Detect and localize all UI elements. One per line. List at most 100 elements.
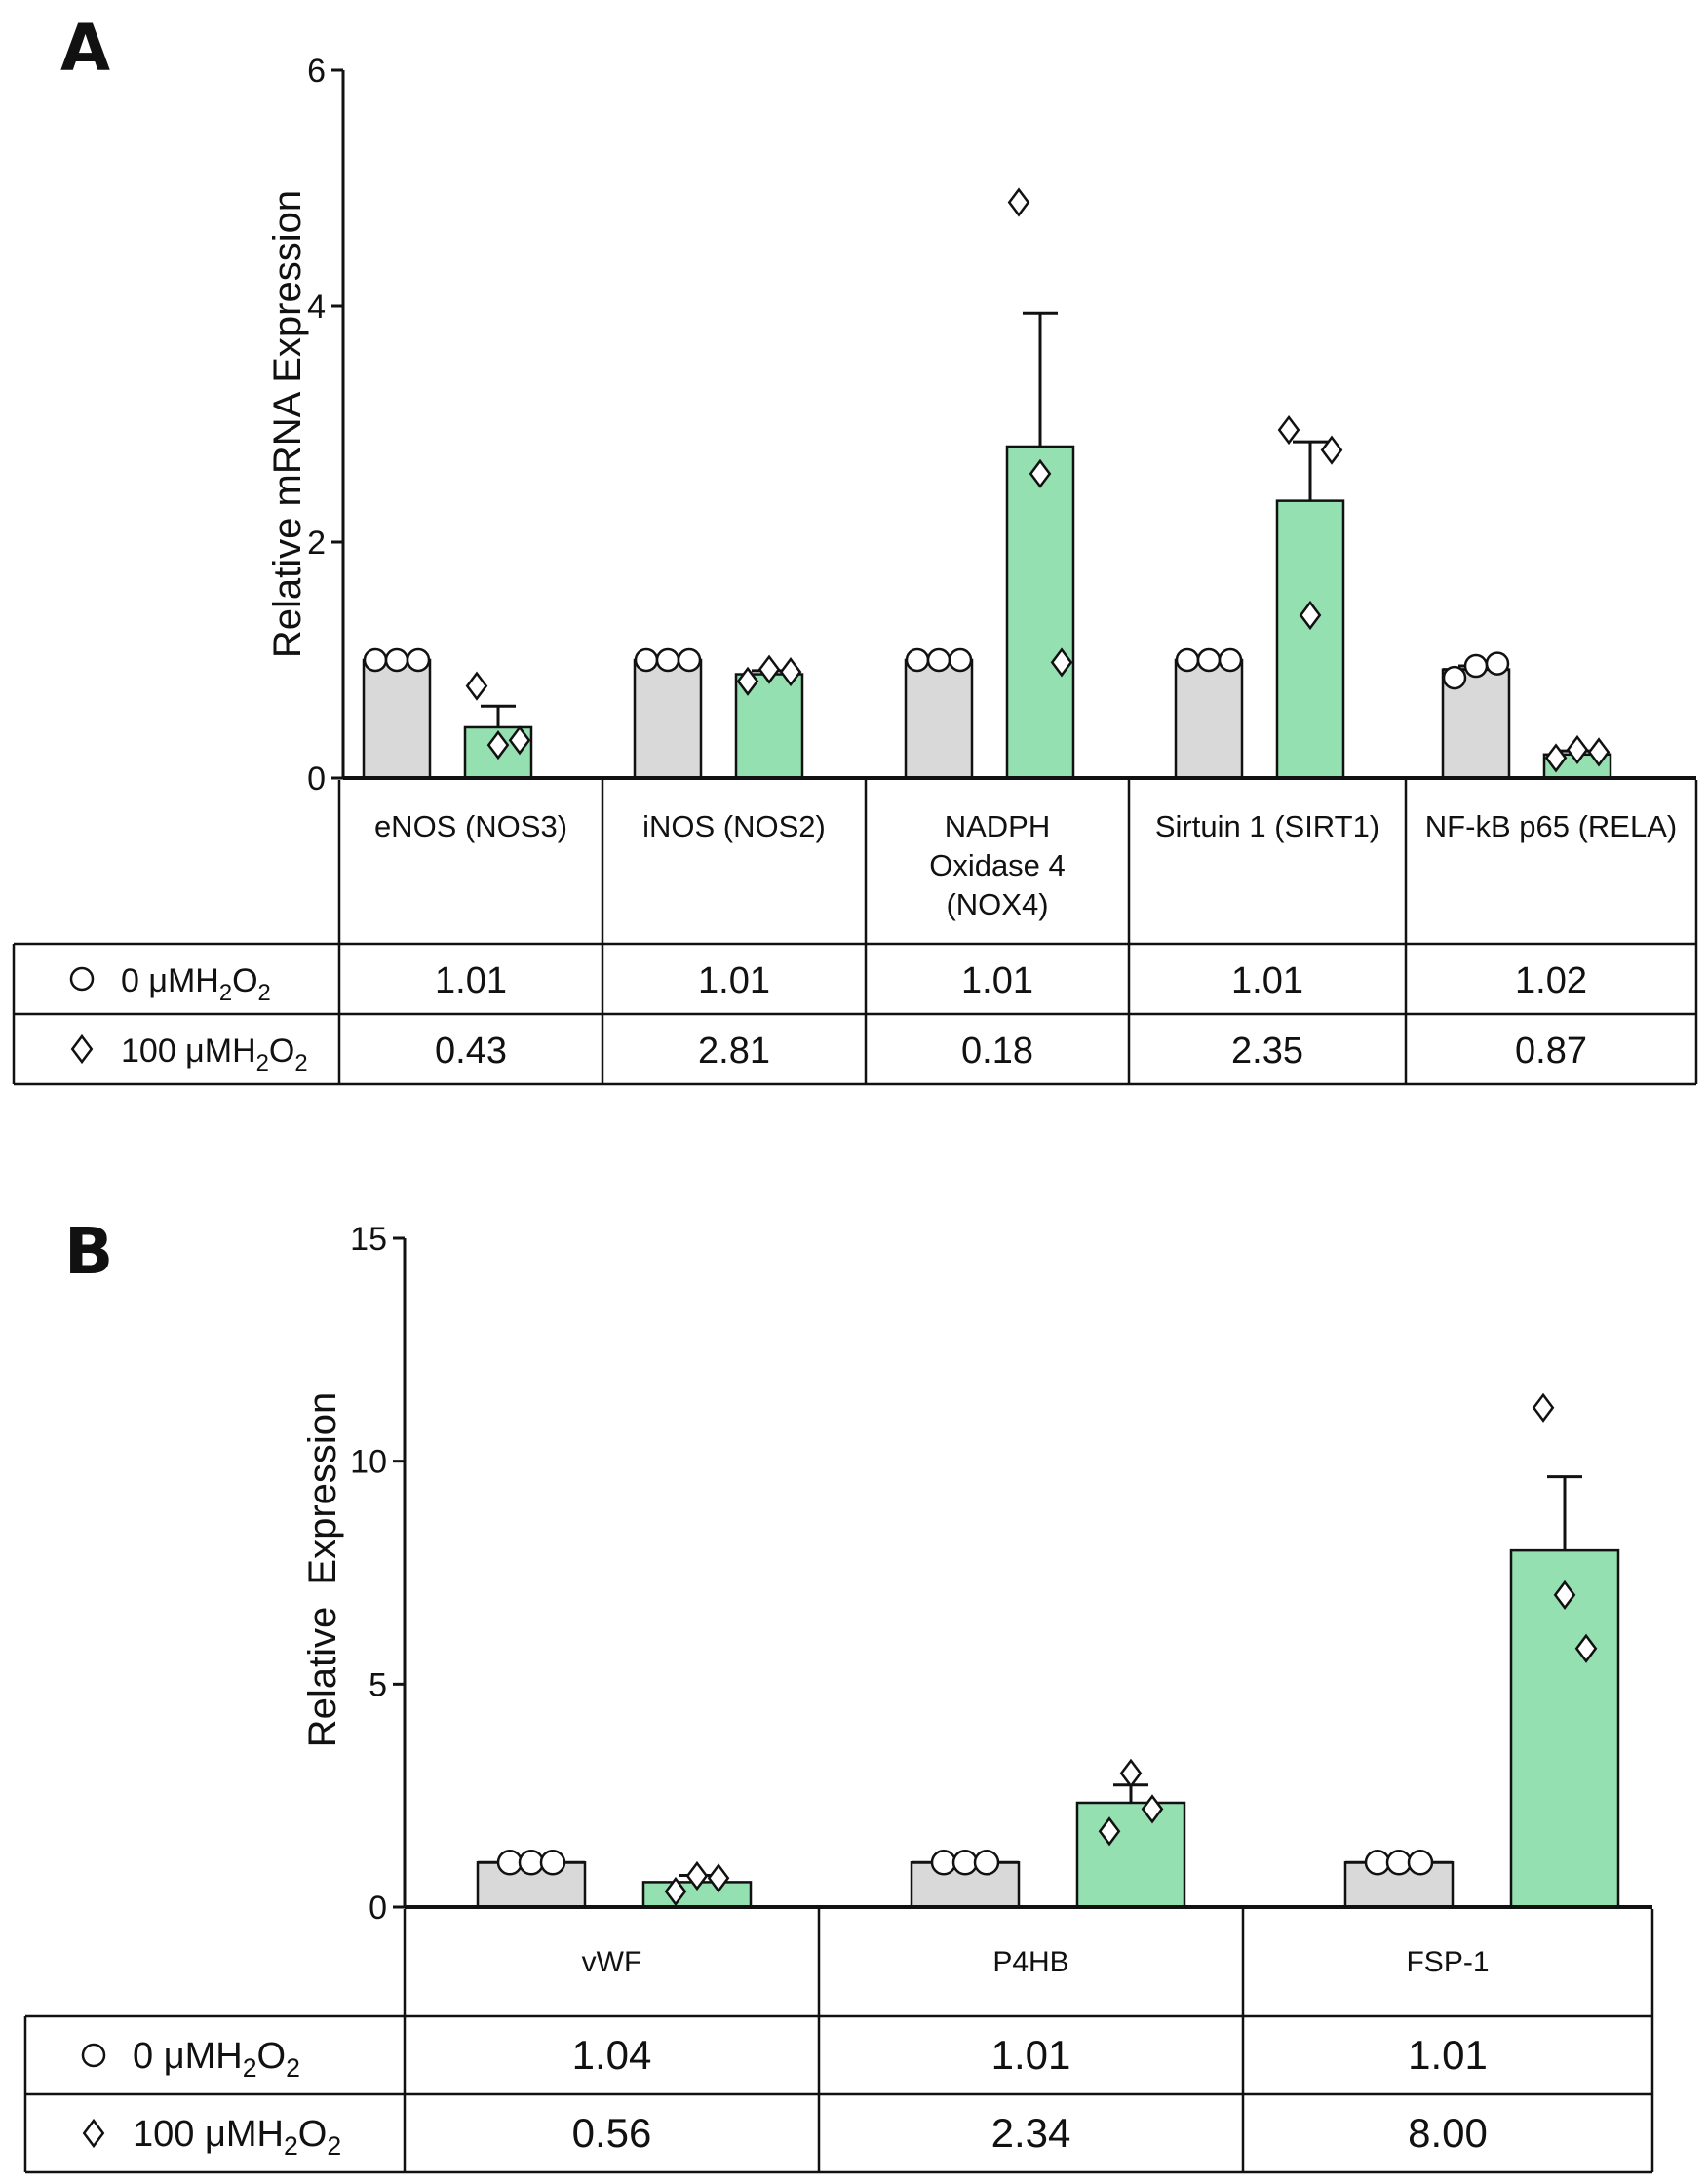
legend-label-main: 0 μM — [121, 962, 195, 999]
table-value: 0.43 — [435, 1031, 507, 1072]
legend-marker-diamond — [82, 2118, 105, 2149]
data-point — [707, 1863, 730, 1893]
table-value: 1.02 — [1515, 960, 1587, 1001]
y-tick-label: 4 — [307, 289, 326, 326]
y-tick-label: 2 — [307, 525, 326, 562]
legend-label-main: 0 μM — [133, 2036, 215, 2077]
category-label: vWF — [582, 1946, 642, 1978]
data-point — [1566, 734, 1589, 765]
bar — [1075, 1801, 1186, 1909]
data-point — [1442, 665, 1467, 690]
data-point — [1175, 647, 1200, 673]
category-label: iNOS (NOS2) — [642, 809, 826, 843]
category-label-line: NADPH — [945, 809, 1051, 843]
legend-label-o: O — [232, 962, 257, 999]
table-value: 0.87 — [1515, 1031, 1587, 1072]
legend-label-sub: 2 — [243, 2053, 257, 2083]
y-axis-title: Relative Expression — [301, 1392, 344, 1748]
data-point — [406, 647, 431, 673]
bar — [904, 658, 974, 780]
legend-label-h: H — [195, 962, 219, 999]
legend-label-main: 100 μM — [133, 2114, 257, 2155]
data-point — [1218, 647, 1243, 673]
table-value: 1.01 — [698, 960, 770, 1001]
legend-label-o: O — [298, 2114, 328, 2155]
table-value: 0.18 — [961, 1031, 1033, 1072]
data-point — [951, 1850, 979, 1876]
data-point — [664, 1876, 687, 1907]
data-point — [905, 647, 930, 673]
legend-label-sub: 2 — [256, 1050, 269, 1076]
y-tick-label: 5 — [369, 1666, 387, 1703]
data-point — [384, 647, 409, 673]
legend-label: 0 μMH2O2 — [133, 2036, 300, 2083]
category-label: P4HB — [992, 1946, 1068, 1978]
category-label-line: P4HB — [992, 1946, 1068, 1978]
y-axis-title: Relative mRNA Expression — [266, 190, 309, 658]
category-label-line: (NOX4) — [946, 887, 1048, 921]
y-tick-label: 10 — [350, 1444, 387, 1481]
data-point — [1050, 647, 1073, 678]
data-point — [930, 1850, 957, 1876]
data-point — [1320, 435, 1343, 465]
data-point — [1407, 1850, 1434, 1876]
data-point — [685, 1860, 709, 1891]
bar — [641, 1881, 753, 1909]
category-label-line: vWF — [582, 1946, 642, 1978]
bar — [1275, 499, 1345, 780]
table-value: 2.35 — [1231, 1031, 1303, 1072]
data-point — [1544, 743, 1568, 773]
legend-marker-circle — [81, 2043, 106, 2068]
data-point — [779, 657, 802, 687]
legend-label-sub: 2 — [286, 2053, 300, 2083]
category-label: eNOS (NOS3) — [374, 809, 567, 843]
panel-letter-b: B — [64, 1214, 113, 1289]
category-label-line: Oxidase 4 — [929, 848, 1066, 882]
data-point — [973, 1850, 1000, 1876]
bar — [1174, 658, 1244, 780]
data-point — [1532, 1392, 1555, 1423]
category-label: FSP-1 — [1406, 1946, 1489, 1978]
data-point — [757, 654, 781, 684]
category-label: NADPH Oxidase 4 (NOX4) — [929, 809, 1066, 921]
data-point — [655, 647, 680, 673]
bar — [633, 658, 703, 780]
y-tick-label: 0 — [307, 760, 326, 798]
data-point — [1574, 1633, 1598, 1663]
data-point — [1196, 647, 1222, 673]
data-point — [508, 725, 531, 756]
data-point — [1587, 737, 1611, 767]
legend-marker-diamond — [70, 1033, 94, 1065]
bar — [476, 1861, 587, 1909]
category-label: Sirtuin 1 (SIRT1) — [1155, 809, 1379, 843]
table-value: 1.01 — [1231, 960, 1303, 1001]
data-point — [1553, 1579, 1576, 1610]
data-point — [948, 647, 973, 673]
data-point — [634, 647, 659, 673]
data-point — [1299, 600, 1322, 631]
legend-label-main: 100 μM — [121, 1033, 232, 1070]
category-label-line: iNOS (NOS2) — [642, 809, 826, 843]
legend-label: 100 μMH2O2 — [133, 2114, 341, 2161]
legend-label-sub: 2 — [327, 2131, 341, 2161]
table-value: 1.01 — [435, 960, 507, 1001]
data-point — [363, 647, 388, 673]
table-value: 1.01 — [961, 960, 1033, 1001]
data-point — [1463, 653, 1489, 679]
category-label: NF-kB p65 (RELA) — [1425, 809, 1677, 843]
y-tick-label: 0 — [369, 1890, 387, 1927]
legend-label-sub: 2 — [294, 1050, 307, 1076]
legend-label-sub: 2 — [284, 2131, 298, 2161]
bar — [362, 658, 432, 780]
legend-marker-circle — [69, 966, 95, 992]
panel-letter-a: A — [60, 11, 110, 86]
category-label-line: Sirtuin 1 (SIRT1) — [1155, 809, 1379, 843]
data-point — [677, 647, 702, 673]
data-point — [1385, 1850, 1413, 1876]
data-point — [1098, 1816, 1121, 1847]
data-point — [1277, 414, 1300, 446]
table-value: 2.34 — [991, 2110, 1071, 2156]
legend-label-h: H — [215, 2036, 242, 2077]
data-point — [1029, 458, 1052, 488]
